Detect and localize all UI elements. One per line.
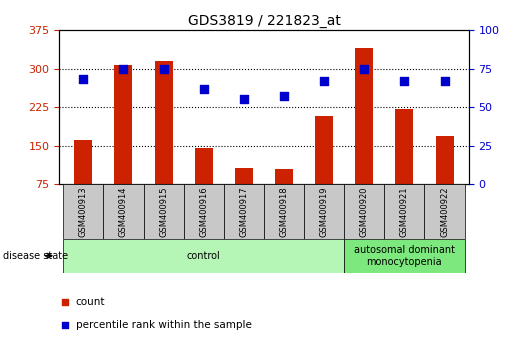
Text: GSM400920: GSM400920 [360,186,369,237]
Text: GSM400919: GSM400919 [320,186,329,237]
Point [119,66,128,72]
Text: GSM400917: GSM400917 [239,186,248,237]
Bar [436,136,454,184]
Point [160,66,168,72]
Bar [63,239,344,273]
Bar [144,184,184,239]
Point [360,66,368,72]
Text: control: control [187,251,220,261]
Point [400,78,408,84]
Text: count: count [76,297,105,307]
Bar [224,184,264,239]
Bar [315,116,333,184]
Bar [264,184,304,239]
Point [79,76,88,82]
Point [440,78,449,84]
Text: GSM400915: GSM400915 [159,186,168,237]
Text: GSM400914: GSM400914 [119,186,128,237]
Bar [344,239,465,273]
Point [61,299,70,304]
Point [280,93,288,99]
Text: GSM400916: GSM400916 [199,186,208,237]
Title: GDS3819 / 221823_at: GDS3819 / 221823_at [187,14,340,28]
Bar [154,61,173,184]
Text: GSM400922: GSM400922 [440,186,449,237]
Bar [396,109,414,184]
Bar [114,65,132,184]
Text: GSM400918: GSM400918 [280,186,288,237]
Point [240,97,248,102]
Text: GSM400913: GSM400913 [79,186,88,237]
Text: GSM400921: GSM400921 [400,186,409,237]
Bar [424,184,465,239]
Text: percentile rank within the sample: percentile rank within the sample [76,320,251,330]
Point [61,322,70,328]
Bar [195,148,213,184]
Bar [104,184,144,239]
Bar [235,168,253,184]
Point [200,86,208,91]
Bar [184,184,224,239]
Bar [63,184,104,239]
Bar [275,169,293,184]
Bar [344,184,384,239]
Point [320,78,328,84]
Bar [304,184,344,239]
Text: disease state: disease state [3,251,67,261]
Bar [384,184,424,239]
Bar [355,48,373,184]
Text: autosomal dominant
monocytopenia: autosomal dominant monocytopenia [354,245,455,267]
Bar [74,141,92,184]
